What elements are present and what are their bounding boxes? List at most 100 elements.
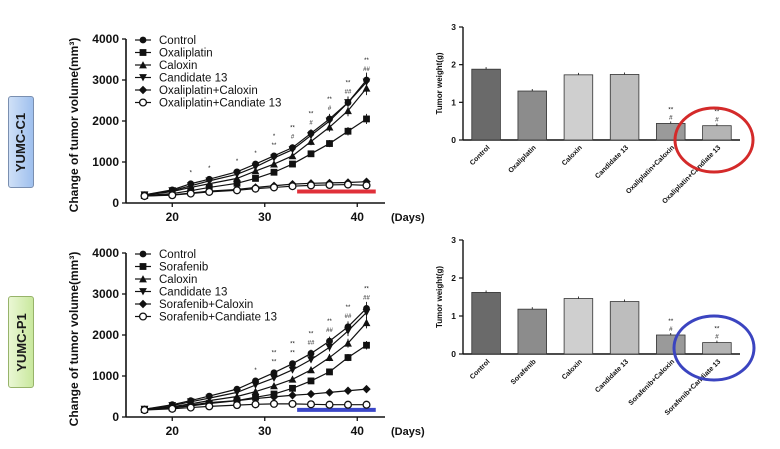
weight-bottom-category-label: Candidate 13 [594,358,630,394]
growth-top-legend-label: Caloxin [159,60,197,72]
growth-top-significance-label: * [190,171,193,177]
weight-top-significance-label: # [669,114,673,121]
growth-top-point [186,189,195,198]
growth-bottom-legend-label: Sorafenib+Caloxin [159,299,253,311]
growth-bottom-y-tick-label: 1000 [92,369,119,383]
growth-top-point [251,163,260,171]
growth-bottom-point [251,381,260,389]
growth-top-legend-label: Candidate 13 [159,73,227,85]
growth-bottom-legend-label: Sorafenib+Candiate 13 [159,312,277,324]
growth-bottom-significance-label: ** [309,331,314,337]
weight-top-bar [656,123,686,141]
growth-top-y-tick-label: 1000 [92,155,119,169]
weight-top-significance-label: ** [668,106,674,113]
weight-top-y-tick-label: 0 [451,135,456,145]
growth-bottom-significance-label: ## [308,340,315,346]
growth-bottom-point [232,401,242,410]
growth-top-point [186,182,195,190]
growth-bottom-x-axis-label: (Days) [391,426,425,438]
growth-top-significance-label: ** [364,58,369,64]
growth-top-point [205,187,214,196]
growth-top-legend-label: Control [159,35,196,47]
growth-top-significance-label: # [328,106,332,112]
weight-top-y-axis-label: Tumor weight(g) [435,52,444,114]
growth-top-point [306,181,316,190]
growth-bottom-legend-marker [139,250,147,258]
growth-bottom-point [289,384,296,392]
growth-bottom-legend-marker [139,275,147,283]
growth-top-point [344,127,352,135]
growth-bottom-point [251,394,260,403]
growth-bottom-point [270,369,278,377]
growth-bottom-point [325,400,334,409]
growth-top-point [233,170,241,179]
weight-bottom-y-tick-label: 0 [451,349,456,359]
growth-top-point [270,160,278,168]
weight-bottom-category-label: Control [469,358,492,381]
growth-bottom-point [362,318,371,327]
growth-top-point [307,137,315,145]
growth-bottom-point [306,389,316,399]
growth-bottom-point [326,368,333,376]
growth-top-point [270,154,278,162]
growth-bottom-x-tick-label: 30 [258,424,272,438]
growth-top-significance-label: ## [345,90,352,96]
growth-top-point [233,179,241,187]
weight-top-y-tick-label: 2 [451,60,456,70]
weight-bottom-y-tick-label: 2 [451,273,456,283]
weight-top-bar [517,90,547,141]
growth-top-y-tick-label: 3000 [92,73,119,87]
growth-top-point [270,168,278,176]
growth-bottom-significance-label: ** [327,319,332,325]
weight-bottom-bar [471,292,501,355]
growth-bottom-y-tick-label: 2000 [92,328,119,342]
growth-bottom-point [362,384,371,394]
weight-top-bar [609,74,640,141]
growth-bottom-point [288,366,297,374]
growth-top-point [168,191,177,200]
growth-top-point [205,177,214,185]
growth-top-point [343,180,353,189]
growth-bottom-y-tick-label: 3000 [92,287,119,301]
growth-top-legend-label: Oxaliplatin [159,48,213,60]
growth-top-point [307,150,315,158]
growth-bottom-point [289,360,296,368]
growth-bottom-point [168,404,177,413]
growth-top-significance-label: * [254,151,257,157]
growth-bottom-legend-marker [139,263,147,270]
growth-top-point [232,186,242,195]
growth-bottom-y-axis-label: Change of tumor volume(mm³) [67,252,81,427]
weight-top-significance-label: # [715,117,719,124]
growth-top-point [252,175,259,182]
weight-bottom-bar [517,308,547,355]
growth-top-point [326,140,333,147]
weight-top-category-label: Oxaliplatin [507,144,537,174]
growth-bottom-point [326,337,333,345]
growth-bottom-point [362,400,371,409]
growth-bottom-point [270,381,278,390]
growth-top-legend-marker [139,36,147,44]
growth-top-point [307,131,315,140]
growth-bottom-point [362,309,371,317]
growth-bottom-point [251,387,260,395]
growth-top-point [325,123,334,131]
growth-bottom-legend-label: Caloxin [159,274,197,286]
growth-bottom-point [325,388,334,397]
growth-top-significance-label: ** [309,111,314,117]
growth-bottom-point [343,400,353,409]
growth-top-y-tick-label: 0 [112,196,119,210]
weight-bottom-category-label: Sorafenib+Caloxin [628,358,677,407]
growth-top-point [344,99,352,107]
growth-bottom-point [140,405,149,415]
growth-bottom-point [270,374,278,382]
growth-top-significance-label: * [273,134,276,140]
growth-bottom-point [344,339,352,347]
growth-bottom-point [307,377,315,385]
growth-bottom-legend-label: Sorafenib [159,262,208,274]
growth-bottom-point [307,365,315,374]
growth-top-significance-label: # [291,135,295,141]
growth-bottom-significance-label: ** [272,351,277,357]
growth-bottom-point [307,356,315,364]
growth-top-legend-marker [139,61,147,69]
growth-bottom-legend-marker [138,299,148,309]
